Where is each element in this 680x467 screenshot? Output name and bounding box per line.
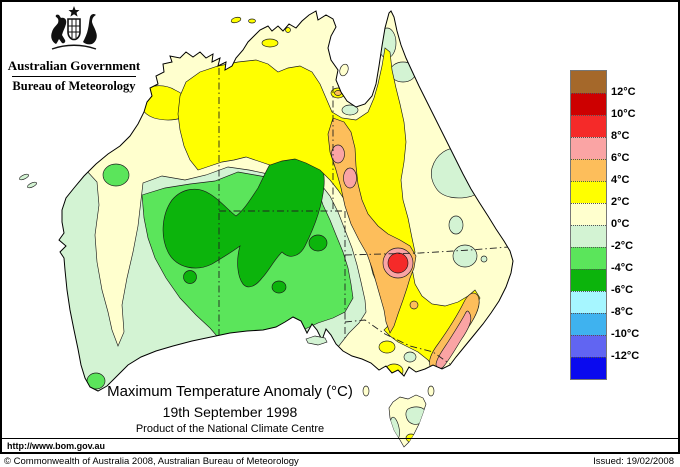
legend-color-bar [570,70,607,380]
legend-swatch [571,115,606,137]
legend-label: -2°C [611,240,634,252]
tiwi-island-east [248,18,256,24]
flinders-island [427,385,435,397]
legend-label: 2°C [611,196,630,208]
legend-swatch [571,181,606,203]
state-borders [218,68,510,365]
legend-swatch [571,335,606,357]
australia-anomaly-map [19,10,514,448]
legend-label: 0°C [611,218,630,230]
legend: 12°C 10°C 8°C 6°C 4°C 2°C 0°C -2°C -4°C -6°C -8°C -… [570,70,639,380]
legend-label: 6°C [611,152,630,164]
west-islet-2 [27,181,37,189]
legend-swatch [571,313,606,335]
legend-label: 10°C [611,108,636,120]
west-islet-1 [19,173,29,181]
coat-of-arms-icon [51,6,97,50]
kangaroo-island [305,335,328,346]
king-island [362,385,370,397]
bureau-name: Bureau of Meteorology [12,79,136,93]
legend-swatch [571,93,606,115]
government-header: Australian Government Bureau of Meteorol… [6,4,142,94]
legend-label: -6°C [611,284,634,296]
bom-url: http://www.bom.gov.au [7,441,105,451]
header-divider [12,76,136,77]
legend-label: 12°C [611,86,636,98]
legend-label: -4°C [611,262,634,274]
issued-date: Issued: 19/02/2008 [593,456,674,467]
legend-swatch [571,71,606,93]
legend-swatch [571,137,606,159]
copyright-text: © Commonwealth of Australia 2008, Austra… [4,456,299,467]
copyright-row: © Commonwealth of Australia 2008, Austra… [0,453,680,467]
legend-label: -8°C [611,306,634,318]
map-title-block: Maximum Temperature Anomaly (°C) 19th Se… [40,383,420,435]
tiwi-island-west [230,16,242,24]
mainland-coastline [58,10,514,392]
groote-eylandt [339,63,349,77]
legend-label: -12°C [611,350,640,362]
legend-label: 8°C [611,130,630,142]
legend-label: -10°C [611,328,640,340]
map-product: Product of the National Climate Centre [135,423,325,435]
legend-swatch [571,159,606,181]
map-title: Maximum Temperature Anomaly (°C) [107,383,353,400]
url-bar: http://www.bom.gov.au [0,438,680,451]
offshore-islands [19,16,435,397]
legend-swatch [571,247,606,269]
map-date: 19th September 1998 [162,404,298,420]
government-name: Australian Government [7,58,141,73]
legend-swatch [571,269,606,291]
legend-swatch [571,291,606,313]
red-anomaly-spot [387,252,409,274]
legend-label: 4°C [611,174,630,186]
legend-swatch [571,357,606,379]
anomaly-region-minus4-to-minus6 [162,139,328,294]
legend-swatch [571,225,606,247]
legend-swatch [571,203,606,225]
